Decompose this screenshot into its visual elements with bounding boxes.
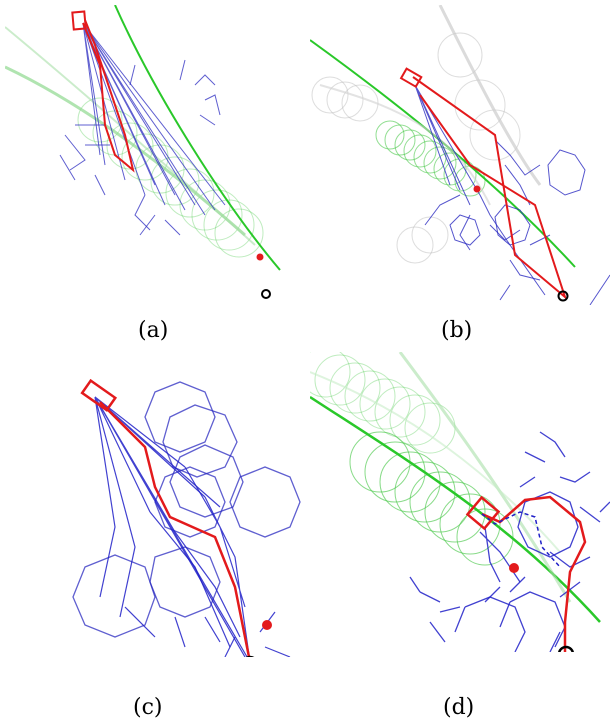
predicted-paths [310,352,601,623]
start-ring [261,289,271,299]
panel-d-plot [310,352,610,652]
faded-circles [311,32,521,264]
planned-path [481,495,587,652]
planned-path [82,19,135,173]
goal-dot [256,253,264,261]
planned-path [99,401,251,657]
predicted-trajectory-circles [349,431,514,566]
faded-circles [310,352,456,454]
panel-c-plot [72,378,301,657]
goal-dot [473,185,481,193]
predicted-paths [310,5,576,268]
octagon-obstacles [72,381,301,638]
robot-marker [71,10,87,31]
robot-marker [80,378,118,412]
panel-b-plot [310,5,610,305]
predicted-paths [5,5,281,271]
panel-d [310,352,610,652]
predicted-trajectory-circles [77,97,264,258]
search-tree [94,396,291,657]
caption-d: (d) [443,695,475,720]
panel-a-plot [5,5,281,299]
caption-a: (a) [138,318,169,343]
panel-c [5,357,305,657]
panel-b [310,5,610,305]
start-ring [557,290,569,302]
planned-path-branch [481,511,561,568]
start-ring [557,645,575,652]
planned-path [412,76,568,301]
search-tree [409,431,610,652]
predicted-trajectory-circles [375,120,486,197]
goal-dot [509,563,519,573]
search-tree [414,84,610,305]
goal-dot [262,620,272,630]
search-tree [59,22,226,236]
robot-marker [399,67,423,89]
panel-a [5,5,305,305]
caption-b: (b) [441,318,473,343]
robot-marker [465,495,501,531]
caption-c: (c) [133,695,163,720]
